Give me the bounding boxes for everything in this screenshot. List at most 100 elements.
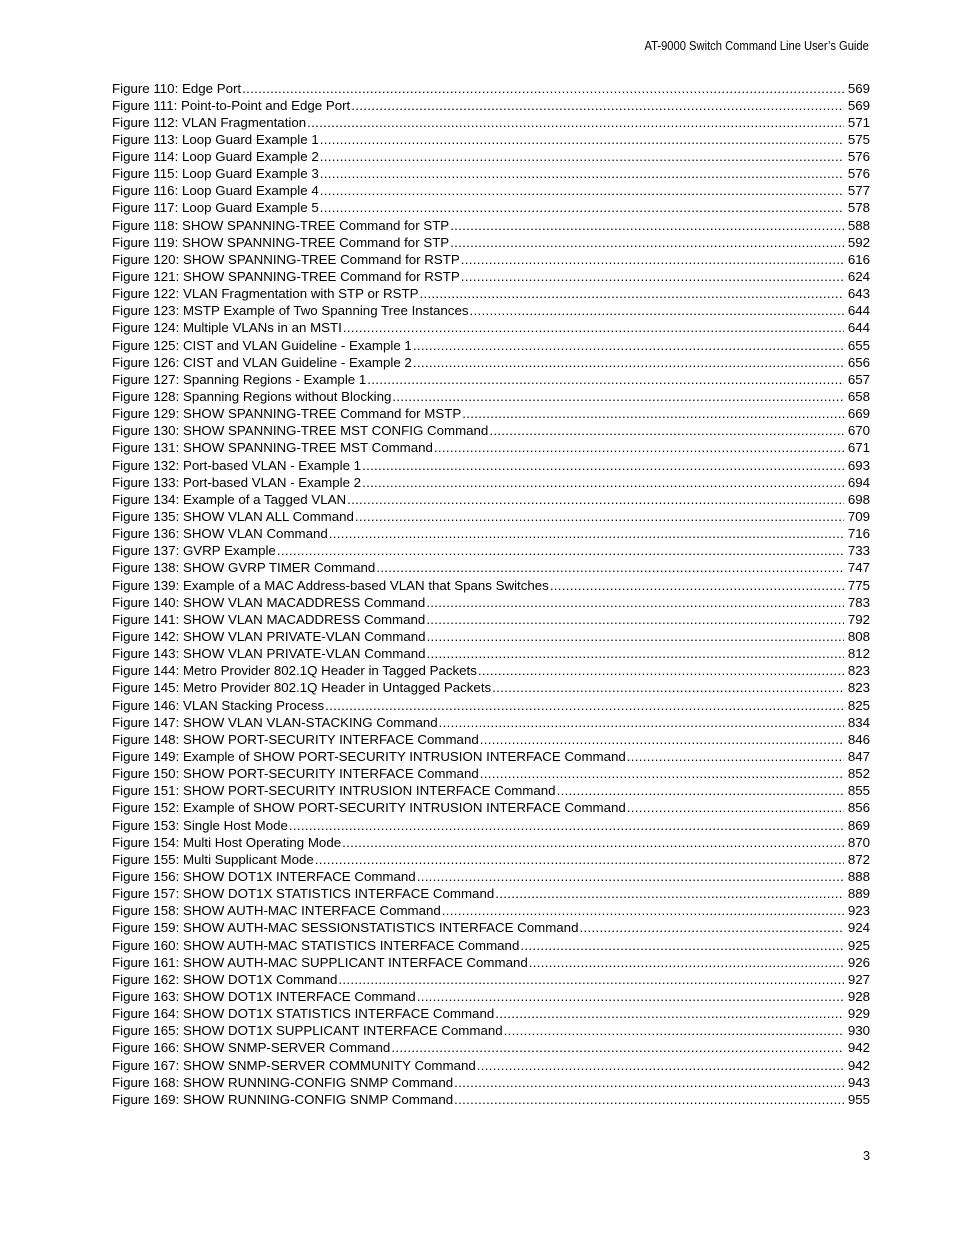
toc-entry[interactable]: Figure 142: SHOW VLAN PRIVATE-VLAN Comma… bbox=[112, 628, 870, 645]
dot-leader bbox=[426, 611, 844, 628]
toc-entry[interactable]: Figure 116: Loop Guard Example 4 577 bbox=[112, 182, 870, 199]
toc-entry[interactable]: Figure 138: SHOW GVRP TIMER Command 747 bbox=[112, 559, 870, 576]
toc-entry[interactable]: Figure 111: Point-to-Point and Edge Port… bbox=[112, 97, 870, 114]
toc-entry[interactable]: Figure 168: SHOW RUNNING-CONFIG SNMP Com… bbox=[112, 1074, 870, 1091]
toc-entry-title: Figure 119: SHOW SPANNING-TREE Command f… bbox=[112, 234, 450, 250]
toc-entry[interactable]: Figure 132: Port-based VLAN - Example 1 6… bbox=[112, 457, 870, 474]
toc-entry-page: 855 bbox=[847, 783, 870, 799]
toc-entry[interactable]: Figure 119: SHOW SPANNING-TREE Command f… bbox=[112, 234, 870, 251]
dot-leader bbox=[315, 851, 844, 868]
toc-entry-page: 747 bbox=[847, 560, 870, 576]
toc-entry[interactable]: Figure 124: Multiple VLANs in an MSTI 644 bbox=[112, 319, 870, 336]
toc-entry[interactable]: Figure 154: Multi Host Operating Mode 870 bbox=[112, 834, 870, 851]
toc-entry[interactable]: Figure 139: Example of a MAC Address-bas… bbox=[112, 577, 870, 594]
toc-entry-title: Figure 139: Example of a MAC Address-bas… bbox=[112, 577, 549, 593]
toc-entry-title: Figure 134: Example of a Tagged VLAN bbox=[112, 491, 347, 507]
toc-entry[interactable]: Figure 121: SHOW SPANNING-TREE Command f… bbox=[112, 268, 870, 285]
toc-entry-page: 942 bbox=[847, 1040, 870, 1056]
toc-entry-page: 847 bbox=[847, 748, 870, 764]
toc-entry-title: Figure 153: Single Host Mode bbox=[112, 817, 288, 833]
toc-entry-page: 823 bbox=[847, 663, 870, 679]
toc-entry[interactable]: Figure 125: CIST and VLAN Guideline - Ex… bbox=[112, 337, 870, 354]
toc-entry[interactable]: Figure 162: SHOW DOT1X Command 927 bbox=[112, 971, 870, 988]
toc-entry[interactable]: Figure 141: SHOW VLAN MACADDRESS Command… bbox=[112, 611, 870, 628]
toc-entry-page: 926 bbox=[847, 954, 870, 970]
toc-entry[interactable]: Figure 158: SHOW AUTH-MAC INTERFACE Comm… bbox=[112, 902, 870, 919]
toc-entry[interactable]: Figure 147: SHOW VLAN VLAN-STACKING Comm… bbox=[112, 714, 870, 731]
toc-entry-page: 846 bbox=[847, 731, 870, 747]
dot-leader bbox=[504, 1022, 844, 1039]
toc-entry-page: 834 bbox=[847, 714, 870, 730]
toc-entry-page: 578 bbox=[847, 200, 870, 216]
toc-entry[interactable]: Figure 120: SHOW SPANNING-TREE Command f… bbox=[112, 251, 870, 268]
toc-entry[interactable]: Figure 130: SHOW SPANNING-TREE MST CONFI… bbox=[112, 422, 870, 439]
toc-entry[interactable]: Figure 117: Loop Guard Example 5 578 bbox=[112, 199, 870, 216]
toc-entry-page: 569 bbox=[847, 80, 870, 96]
toc-entry[interactable]: Figure 146: VLAN Stacking Process 825 bbox=[112, 697, 870, 714]
toc-entry-title: Figure 146: VLAN Stacking Process bbox=[112, 697, 325, 713]
dot-leader bbox=[627, 799, 844, 816]
toc-entry[interactable]: Figure 127: Spanning Regions - Example 1… bbox=[112, 371, 870, 388]
toc-entry[interactable]: Figure 129: SHOW SPANNING-TREE Command f… bbox=[112, 405, 870, 422]
toc-entry[interactable]: Figure 165: SHOW DOT1X SUPPLICANT INTERF… bbox=[112, 1022, 870, 1039]
toc-entry[interactable]: Figure 152: Example of SHOW PORT-SECURIT… bbox=[112, 799, 870, 816]
toc-entry[interactable]: Figure 163: SHOW DOT1X INTERFACE Command… bbox=[112, 988, 870, 1005]
dot-leader bbox=[391, 1039, 843, 1056]
page-number: 3 bbox=[863, 1149, 870, 1163]
toc-entry[interactable]: Figure 133: Port-based VLAN - Example 2 6… bbox=[112, 474, 870, 491]
toc-entry[interactable]: Figure 145: Metro Provider 802.1Q Header… bbox=[112, 679, 870, 696]
toc-entry[interactable]: Figure 114: Loop Guard Example 2 576 bbox=[112, 148, 870, 165]
toc-entry[interactable]: Figure 131: SHOW SPANNING-TREE MST Comma… bbox=[112, 439, 870, 456]
toc-entry-page: 716 bbox=[847, 526, 870, 542]
toc-entry[interactable]: Figure 134: Example of a Tagged VLAN 698 bbox=[112, 491, 870, 508]
dot-leader bbox=[627, 748, 844, 765]
dot-leader bbox=[427, 645, 844, 662]
toc-entry[interactable]: Figure 150: SHOW PORT-SECURITY INTERFACE… bbox=[112, 765, 870, 782]
toc-entry[interactable]: Figure 118: SHOW SPANNING-TREE Command f… bbox=[112, 217, 870, 234]
toc-entry[interactable]: Figure 112: VLAN Fragmentation 571 bbox=[112, 114, 870, 131]
toc-entry[interactable]: Figure 151: SHOW PORT-SECURITY INTRUSION… bbox=[112, 782, 870, 799]
toc-entry-page: 624 bbox=[847, 269, 870, 285]
toc-entry-title: Figure 155: Multi Supplicant Mode bbox=[112, 851, 314, 867]
toc-entry[interactable]: Figure 136: SHOW VLAN Command 716 bbox=[112, 525, 870, 542]
toc-entry-page: 709 bbox=[847, 509, 870, 525]
toc-entry-title: Figure 138: SHOW GVRP TIMER Command bbox=[112, 560, 376, 576]
toc-entry[interactable]: Figure 110: Edge Port 569 bbox=[112, 80, 870, 97]
toc-entry[interactable]: Figure 113: Loop Guard Example 1 575 bbox=[112, 131, 870, 148]
toc-entry[interactable]: Figure 137: GVRP Example 733 bbox=[112, 542, 870, 559]
toc-entry[interactable]: Figure 169: SHOW RUNNING-CONFIG SNMP Com… bbox=[112, 1091, 870, 1108]
toc-entry[interactable]: Figure 115: Loop Guard Example 3 576 bbox=[112, 165, 870, 182]
toc-entry[interactable]: Figure 128: Spanning Regions without Blo… bbox=[112, 388, 870, 405]
toc-entry-page: 577 bbox=[847, 183, 870, 199]
toc-entry[interactable]: Figure 157: SHOW DOT1X STATISTICS INTERF… bbox=[112, 885, 870, 902]
toc-entry[interactable]: Figure 122: VLAN Fragmentation with STP … bbox=[112, 285, 870, 302]
toc-entry[interactable]: Figure 153: Single Host Mode 869 bbox=[112, 817, 870, 834]
toc-entry[interactable]: Figure 126: CIST and VLAN Guideline - Ex… bbox=[112, 354, 870, 371]
toc-entry-title: Figure 157: SHOW DOT1X STATISTICS INTERF… bbox=[112, 886, 495, 902]
dot-leader bbox=[351, 97, 844, 114]
toc-entry-page: 812 bbox=[847, 646, 870, 662]
toc-entry[interactable]: Figure 164: SHOW DOT1X STATISTICS INTERF… bbox=[112, 1005, 870, 1022]
toc-entry[interactable]: Figure 148: SHOW PORT-SECURITY INTERFACE… bbox=[112, 731, 870, 748]
toc-entry[interactable]: Figure 166: SHOW SNMP-SERVER Command 942 bbox=[112, 1039, 870, 1056]
toc-entry[interactable]: Figure 144: Metro Provider 802.1Q Header… bbox=[112, 662, 870, 679]
toc-entry-title: Figure 142: SHOW VLAN PRIVATE-VLAN Comma… bbox=[112, 629, 426, 644]
toc-entry-page: 888 bbox=[847, 868, 870, 884]
toc-entry[interactable]: Figure 149: Example of SHOW PORT-SECURIT… bbox=[112, 748, 870, 765]
dot-leader bbox=[419, 285, 843, 302]
toc-entry[interactable]: Figure 159: SHOW AUTH-MAC SESSIONSTATIST… bbox=[112, 919, 870, 936]
toc-entry[interactable]: Figure 123: MSTP Example of Two Spanning… bbox=[112, 302, 870, 319]
toc-entry[interactable]: Figure 156: SHOW DOT1X INTERFACE Command… bbox=[112, 868, 870, 885]
toc-entry[interactable]: Figure 160: SHOW AUTH-MAC STATISTICS INT… bbox=[112, 937, 870, 954]
toc-entry-title: Figure 133: Port-based VLAN - Example 2 bbox=[112, 474, 362, 490]
dot-leader bbox=[492, 679, 844, 696]
toc-entry[interactable]: Figure 140: SHOW VLAN MACADDRESS Command… bbox=[112, 594, 870, 611]
dot-leader bbox=[462, 405, 844, 422]
toc-entry[interactable]: Figure 167: SHOW SNMP-SERVER COMMUNITY C… bbox=[112, 1057, 870, 1074]
toc-entry[interactable]: Figure 161: SHOW AUTH-MAC SUPPLICANT INT… bbox=[112, 954, 870, 971]
toc-entry[interactable]: Figure 135: SHOW VLAN ALL Command 709 bbox=[112, 508, 870, 525]
toc-entry-page: 792 bbox=[847, 611, 870, 627]
toc-entry-title: Figure 166: SHOW SNMP-SERVER Command bbox=[112, 1040, 391, 1056]
toc-entry[interactable]: Figure 143: SHOW VLAN PRIVATE-VLAN Comma… bbox=[112, 645, 870, 662]
toc-entry[interactable]: Figure 155: Multi Supplicant Mode 872 bbox=[112, 851, 870, 868]
